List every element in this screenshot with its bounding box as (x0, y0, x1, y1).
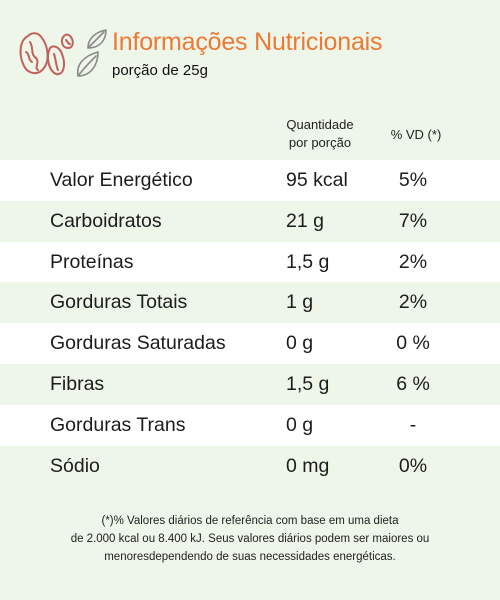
nutrient-quantity: 95 kcal (286, 169, 348, 191)
table-row: Gorduras Saturadas 0 g 0 % (0, 323, 500, 364)
table-row: Sódio 0 mg 0% (0, 445, 500, 487)
table-row: Fibras 1,5 g 6 % (0, 363, 500, 405)
nutrient-name: Proteínas (50, 250, 134, 273)
nutrient-daily-value: - (409, 413, 417, 436)
nutrient-quantity: 0 mg (286, 454, 330, 477)
footnote: (*)% Valores diários de referência com b… (20, 512, 480, 566)
table-row: Gorduras Trans 0 g - (0, 404, 500, 446)
column-header-quantity: Quantidade por porção (270, 116, 370, 152)
page-title: Informações Nutricionais (112, 28, 383, 56)
nutrient-quantity: 1 g (286, 291, 314, 314)
table-row: Gorduras Totais 1 g 2% (0, 282, 500, 324)
nutrient-daily-value: 0% (398, 454, 428, 477)
table-row: Carboidratos 21 g 7% (0, 200, 500, 242)
nutrient-quantity: 1,5 g (286, 250, 330, 273)
nutrient-name: Carboidratos (50, 209, 162, 232)
nutrient-quantity: 1,5 g (286, 372, 330, 395)
nutrient-quantity: 21 g (286, 209, 324, 232)
nutrient-daily-value: 0 % (396, 332, 430, 355)
nutrient-quantity: 0 g (286, 332, 314, 355)
column-header-quantity-line2: por porção (288, 135, 352, 150)
nutrition-table: Valor Energético 95 kcal 5% Carboidratos… (0, 160, 500, 487)
nuts-logo-icon (19, 29, 107, 77)
nutrient-daily-value: 2% (398, 291, 428, 314)
serving-size: porção de 25g (112, 62, 208, 79)
table-row: Valor Energético 95 kcal 5% (0, 160, 500, 201)
nutrient-daily-value: 6 % (396, 372, 430, 395)
nutrient-daily-value: 7% (398, 209, 428, 232)
footnote-line: menoresdependendo de suas necessidades e… (104, 551, 396, 563)
nutrient-name: Fibras (50, 372, 105, 395)
footnote-line: (*)% Valores diários de referência com b… (101, 515, 399, 527)
footnote-line: de 2.000 kcal ou 8.400 kJ. Seus valores … (70, 533, 430, 545)
nutrient-daily-value: 5% (398, 169, 428, 191)
nutrient-name: Gorduras Saturadas (50, 332, 226, 355)
column-header-quantity-line1: Quantidade (286, 117, 354, 132)
nutrient-name: Sódio (50, 454, 100, 477)
nutrient-name: Valor Energético (50, 169, 193, 191)
nutrient-quantity: 0 g (286, 413, 314, 436)
nutrient-daily-value: 2% (398, 250, 428, 273)
nutrient-name: Gorduras Trans (50, 413, 186, 436)
nutrient-name: Gorduras Totais (50, 291, 188, 314)
column-header-daily-value: % VD (*) (390, 127, 442, 142)
table-row: Proteínas 1,5 g 2% (0, 241, 500, 283)
